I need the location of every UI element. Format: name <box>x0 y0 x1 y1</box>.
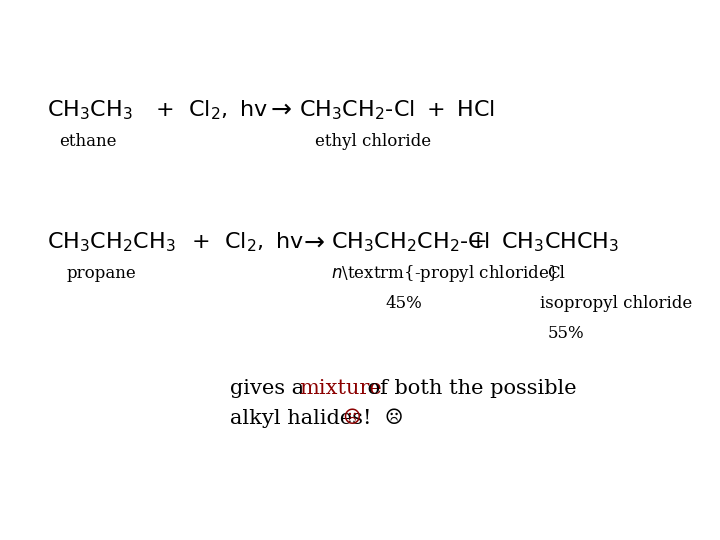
Text: mixture: mixture <box>299 379 382 398</box>
Text: 55%: 55% <box>547 325 584 341</box>
Text: $\mathrm{+\ \ Cl_2,\ hv}$: $\mathrm{+\ \ Cl_2,\ hv}$ <box>155 98 268 122</box>
Text: ethane: ethane <box>59 133 117 150</box>
Text: of both the possible: of both the possible <box>361 379 577 398</box>
Text: alkyl halides!  ☹: alkyl halides! ☹ <box>230 408 404 428</box>
Text: 45%: 45% <box>385 295 422 312</box>
Text: isopropyl chloride: isopropyl chloride <box>540 295 692 312</box>
Text: $\rightarrow$: $\rightarrow$ <box>299 231 325 253</box>
Text: $\mathrm{CH_3CH_2CH_2\text{-}Cl}$: $\mathrm{CH_3CH_2CH_2\text{-}Cl}$ <box>331 231 490 254</box>
Text: $\rightarrow$: $\rightarrow$ <box>266 98 293 121</box>
Text: propane: propane <box>66 265 136 282</box>
Text: ethyl chloride: ethyl chloride <box>315 133 431 150</box>
Text: ☹: ☹ <box>342 409 361 428</box>
Text: gives a: gives a <box>230 379 311 398</box>
Text: $\mathrm{+\ \ Cl_2,\ hv}$: $\mathrm{+\ \ Cl_2,\ hv}$ <box>191 231 304 254</box>
Text: $\mathrm{+\ \ CH_3CHCH_3}$: $\mathrm{+\ \ CH_3CHCH_3}$ <box>468 231 619 254</box>
Text: $\mathit{n}$\textrm{-propyl chloride}: $\mathit{n}$\textrm{-propyl chloride} <box>331 263 559 284</box>
Text: $\mathrm{CH_3CH_2CH_3}$: $\mathrm{CH_3CH_2CH_3}$ <box>47 231 176 254</box>
Text: Cl: Cl <box>547 265 565 282</box>
Text: $\mathrm{CH_3CH_2\text{-}Cl\ +\ HCl}$: $\mathrm{CH_3CH_2\text{-}Cl\ +\ HCl}$ <box>299 98 495 122</box>
Text: $\mathrm{CH_3CH_3}$: $\mathrm{CH_3CH_3}$ <box>47 98 132 122</box>
